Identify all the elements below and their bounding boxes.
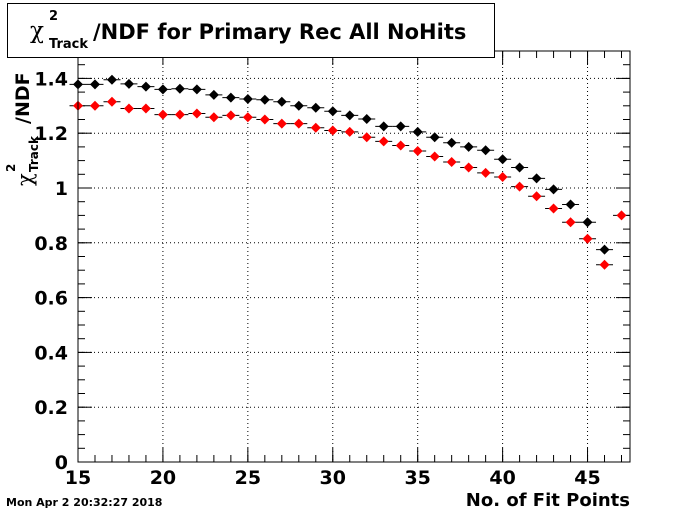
chart-title: /NDF for Primary Rec All NoHits	[93, 20, 467, 44]
data-point	[531, 191, 542, 202]
data-point	[106, 74, 117, 85]
series-0	[69, 74, 614, 255]
data-point	[276, 118, 287, 129]
data-point	[191, 84, 202, 95]
data-point	[531, 173, 542, 184]
data-point	[412, 126, 423, 137]
x-tick-label: 45	[574, 467, 600, 489]
grid-lines	[78, 51, 630, 462]
y-axis-label: χ 2 Track /NDF	[4, 16, 41, 186]
data-point	[242, 93, 253, 104]
data-point	[344, 126, 355, 137]
data-point	[548, 184, 559, 195]
data-point	[497, 154, 508, 165]
data-point	[616, 210, 627, 221]
x-tick-label: 15	[65, 467, 91, 489]
data-point	[310, 122, 321, 133]
ylabel-text: /NDF	[12, 72, 34, 124]
data-point	[123, 78, 134, 89]
y-tick-label: 0.8	[34, 233, 68, 255]
data-point	[565, 199, 576, 210]
data-point	[344, 110, 355, 121]
data-point	[480, 167, 491, 178]
data-point	[208, 112, 219, 123]
data-point	[514, 162, 525, 173]
data-point	[140, 103, 151, 114]
ylabel-superscript: 2	[4, 163, 18, 172]
data-point	[310, 102, 321, 113]
title-superscript: 2	[49, 9, 59, 24]
x-tick-label: 25	[235, 467, 261, 489]
data-point	[327, 125, 338, 136]
data-point	[361, 113, 372, 124]
data-point	[463, 141, 474, 152]
data-point	[429, 151, 440, 162]
x-axis-label: No. of Fit Points	[465, 490, 630, 511]
y-tick-label: 1.2	[34, 123, 68, 145]
data-point	[514, 181, 525, 192]
data-point	[599, 244, 610, 255]
data-point	[191, 108, 202, 119]
series-layer	[69, 74, 630, 270]
data-point	[174, 109, 185, 120]
x-tick-label: 35	[404, 467, 430, 489]
y-tick-label: 0.4	[34, 342, 68, 364]
data-point	[412, 146, 423, 157]
data-point	[599, 259, 610, 270]
ylabel-chi-symbol: χ	[13, 173, 37, 186]
y-tick-label: 0.6	[34, 288, 68, 310]
data-point	[429, 132, 440, 143]
data-point	[242, 112, 253, 123]
data-point	[140, 81, 151, 92]
data-point	[293, 100, 304, 111]
data-point	[378, 121, 389, 132]
data-point	[446, 137, 457, 148]
data-point	[463, 162, 474, 173]
data-point	[259, 114, 270, 125]
timestamp: Mon Apr 2 20:32:27 2018	[6, 496, 163, 509]
title-chi-symbol: χ	[30, 18, 44, 44]
data-point	[157, 109, 168, 120]
series-1	[69, 96, 630, 270]
title-box: χ 2 Track /NDF for Primary Rec All NoHit…	[7, 3, 495, 58]
data-point	[582, 217, 593, 228]
data-point	[395, 121, 406, 132]
title-subscript: Track	[49, 37, 88, 52]
data-point	[89, 100, 100, 111]
data-point	[548, 203, 559, 214]
data-point	[174, 83, 185, 94]
data-point	[225, 110, 236, 121]
data-point	[225, 92, 236, 103]
x-tick-label: 20	[150, 467, 176, 489]
data-point	[89, 79, 100, 90]
data-point	[327, 106, 338, 117]
data-point	[565, 217, 576, 228]
tick-labels: 0 0.2 0.4 0.6 0.8 1 1.2 1.4 15 20 25 30 35 40 45	[34, 68, 600, 489]
x-tick-label: 30	[320, 467, 346, 489]
y-tick-label: 1.4	[34, 68, 68, 90]
x-tick-label: 40	[489, 467, 515, 489]
y-tick-label: 0.2	[34, 397, 68, 419]
data-point	[361, 132, 372, 143]
y-tick-label: 0	[55, 452, 68, 474]
data-point	[293, 118, 304, 129]
data-point	[480, 145, 491, 156]
data-point	[276, 96, 287, 107]
data-point	[208, 89, 219, 100]
data-point	[497, 172, 508, 183]
data-point	[157, 84, 168, 95]
data-point	[123, 103, 134, 114]
data-point	[378, 136, 389, 147]
y-tick-label: 1	[55, 178, 68, 200]
data-point	[395, 140, 406, 151]
data-point	[106, 96, 117, 107]
ylabel-subscript: Track	[27, 136, 41, 172]
data-point	[259, 94, 270, 105]
data-point	[582, 233, 593, 244]
data-point	[446, 156, 457, 167]
